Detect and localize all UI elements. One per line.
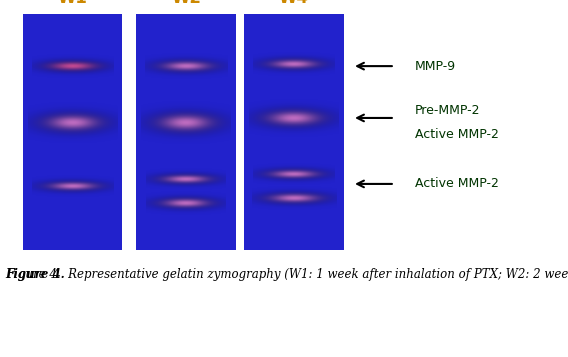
Text: W1: W1 <box>57 0 87 7</box>
Bar <box>244 14 344 250</box>
Text: W2: W2 <box>171 0 201 7</box>
Bar <box>136 14 236 250</box>
Bar <box>23 14 122 250</box>
Text: W4: W4 <box>279 0 309 7</box>
Text: Figure 4.  Representative gelatin zymography (W1: 1 week after inhalation of PTX: Figure 4. Representative gelatin zymogra… <box>6 268 568 281</box>
Text: Active MMP-2: Active MMP-2 <box>415 177 499 190</box>
Text: Pre-MMP-2: Pre-MMP-2 <box>415 104 480 117</box>
Text: Figure 4.: Figure 4. <box>6 268 65 281</box>
Text: Active MMP-2: Active MMP-2 <box>415 127 499 141</box>
Text: MMP-9: MMP-9 <box>415 60 456 72</box>
